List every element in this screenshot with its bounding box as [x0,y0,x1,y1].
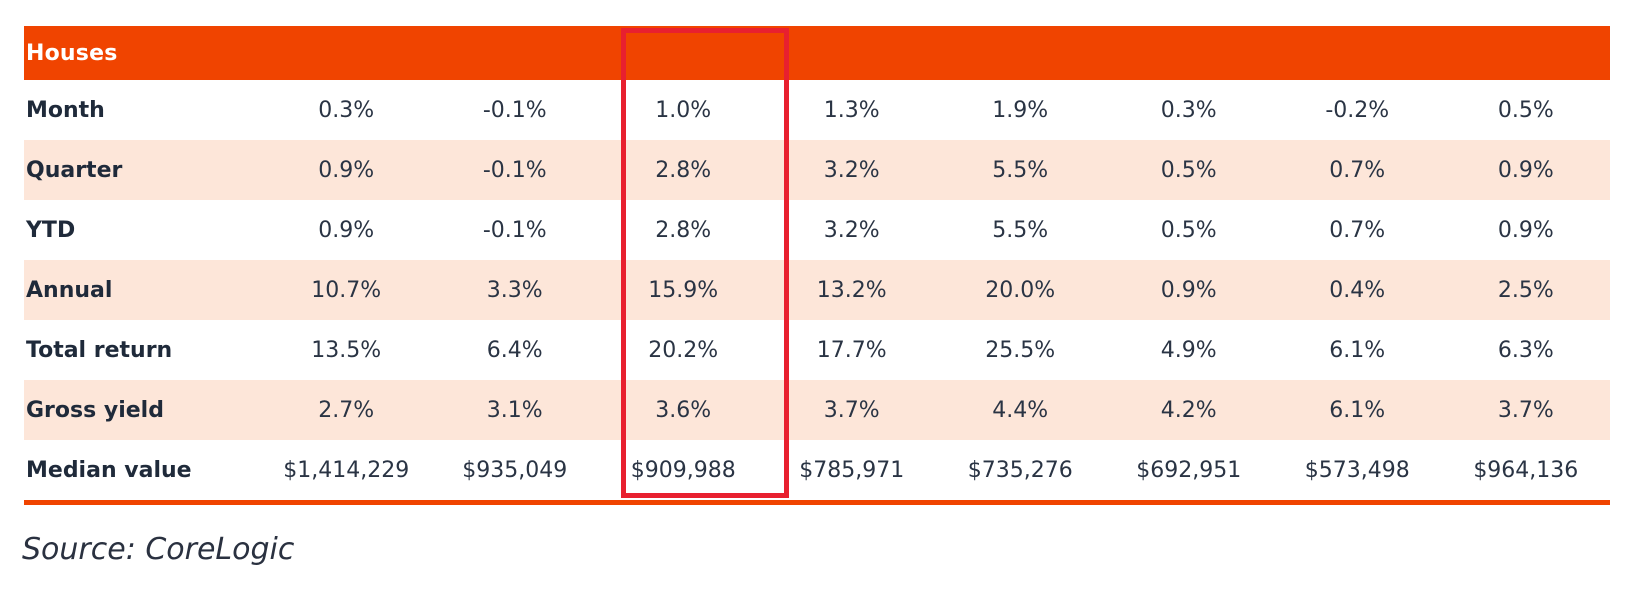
table-body: Month 0.3% -0.1% 1.0% 1.3% 1.9% 0.3% -0.2% 0.5% Q… [24,80,1611,505]
table-cell: 5.5% [936,140,1105,200]
table-cell: 0.4% [1273,260,1442,320]
row-label: Month [26,97,105,123]
table-cell: 4.4% [936,380,1105,440]
table-cell: -0.2% [1325,97,1390,123]
row-label: Quarter [24,140,262,200]
table-cell: -0.1% [430,140,599,200]
table-cell: 0.7% [1329,217,1386,243]
row-label: Median value [24,440,262,505]
table-cell: 25.5% [985,337,1056,363]
table-cell: 1.3% [823,97,880,123]
houses-table-wrapper: Houses Month 0.3% -0.1% 1.0% 1.3% 1.9% 0.3% -0.… [24,26,1611,505]
table-cell: 10.7% [262,260,431,320]
table-cell: 3.6% [599,380,768,440]
table-cell: 0.9% [1497,217,1554,243]
table-title: Houses [24,26,1611,80]
table-cell: 0.3% [318,97,375,123]
table-cell: 3.2% [823,217,880,243]
table-cell: 2.5% [1441,260,1611,320]
table-cell: $692,951 [1104,440,1273,505]
table-cell: 3.3% [430,260,599,320]
table-cell: 6.4% [486,337,543,363]
table-cell: 4.9% [1160,337,1217,363]
table-cell: $909,988 [599,440,768,505]
table-cell: 3.7% [767,380,936,440]
table-cell: 3.1% [430,380,599,440]
table-cell: 0.3% [1160,97,1217,123]
table-cell: $964,136 [1441,440,1611,505]
row-label: YTD [26,217,76,243]
table-row: Quarter 0.9% -0.1% 2.8% 3.2% 5.5% 0.5% 0.7% 0.9% [24,140,1611,200]
table-cell: -0.1% [482,97,547,123]
table-cell: 0.9% [318,217,375,243]
table-cell: 3.7% [1441,380,1611,440]
table-cell: 5.5% [992,217,1049,243]
table-row: Month 0.3% -0.1% 1.0% 1.3% 1.9% 0.3% -0.2% 0.5% [24,80,1610,140]
table-row: Gross yield 2.7% 3.1% 3.6% 3.7% 4.4% 4.2% 6.1% 3… [24,380,1611,440]
houses-table: Houses Month 0.3% -0.1% 1.0% 1.3% 1.9% 0.3% -0.… [24,26,1611,505]
table-cell: 17.7% [816,337,887,363]
table-cell: $785,971 [767,440,936,505]
table-cell: 3.2% [767,140,936,200]
table-cell: 6.3% [1497,337,1554,363]
table-cell: 13.2% [767,260,936,320]
table-cell: 6.1% [1329,337,1386,363]
table-row: Median value $1,414,229 $935,049 $909,988 $7… [24,440,1611,505]
table-row: Annual 10.7% 3.3% 15.9% 13.2% 20.0% 0.9% 0.4% 2.… [24,260,1611,320]
table-cell: 2.7% [262,380,431,440]
table-cell: 0.9% [262,140,431,200]
table-cell: 13.5% [311,337,382,363]
row-label: Annual [24,260,262,320]
table-cell: 0.5% [1104,140,1273,200]
table-header-row: Houses [24,26,1611,80]
table-cell: -0.1% [482,217,547,243]
table-cell: 0.9% [1104,260,1273,320]
row-label: Gross yield [24,380,262,440]
table-cell: 1.0% [655,97,712,123]
table-cell: 1.9% [992,97,1049,123]
table-cell: $573,498 [1273,440,1442,505]
table-cell: 0.7% [1273,140,1442,200]
table-cell: 20.0% [936,260,1105,320]
table-cell: 4.2% [1104,380,1273,440]
source-caption: Source: CoreLogic [22,532,295,567]
table-cell: $735,276 [936,440,1105,505]
table-cell: 20.2% [648,337,719,363]
table-cell: 0.5% [1497,97,1554,123]
table-row: YTD 0.9% -0.1% 2.8% 3.2% 5.5% 0.5% 0.7% 0.9% [24,200,1610,260]
table-cell: 0.5% [1160,217,1217,243]
table-cell: $935,049 [430,440,599,505]
row-label: Total return [26,337,173,363]
table-cell: 15.9% [599,260,768,320]
table-cell: 6.1% [1273,380,1442,440]
table-cell: 0.9% [1441,140,1611,200]
table-row: Total return 13.5% 6.4% 20.2% 17.7% 25.5% 4.9%… [24,320,1610,380]
table-cell: $1,414,229 [262,440,431,505]
table-cell: 2.8% [599,140,768,200]
table-cell: 2.8% [655,217,712,243]
